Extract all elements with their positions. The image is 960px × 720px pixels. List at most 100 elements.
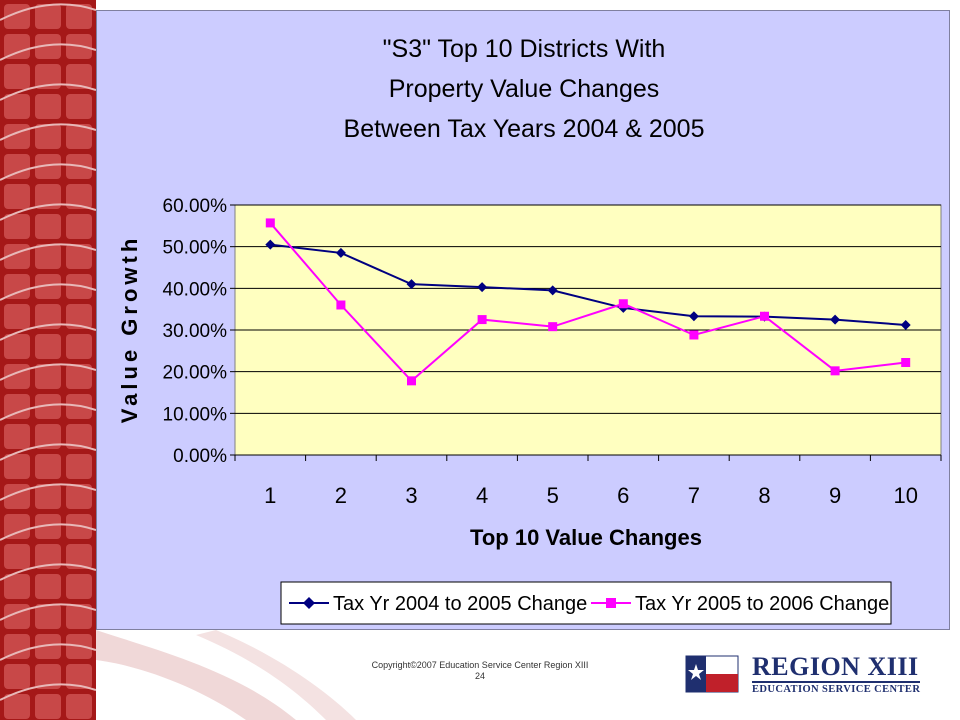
decor-tile xyxy=(35,604,61,629)
series-line-1 xyxy=(270,243,906,326)
decor-tile xyxy=(35,214,61,239)
decorative-swoosh xyxy=(96,630,356,720)
data-point-series-2 xyxy=(830,366,840,376)
page-number: 24 xyxy=(474,671,485,681)
decor-tile xyxy=(66,454,92,479)
decor-tile xyxy=(4,634,30,659)
decor-arc xyxy=(0,3,96,21)
decor-tile xyxy=(35,184,61,209)
decor-tile xyxy=(66,364,92,389)
decor-tile xyxy=(4,544,30,569)
decor-tile xyxy=(4,574,30,599)
decor-tile xyxy=(35,64,61,89)
decor-tile xyxy=(35,514,61,539)
decor-arc xyxy=(0,563,96,581)
y-tick-label: 30.00% xyxy=(163,321,228,342)
data-point-series-1 xyxy=(265,239,276,250)
data-point-series-2 xyxy=(265,218,275,228)
decor-tile xyxy=(35,664,61,689)
decor-tile xyxy=(66,94,92,119)
legend-label-series-2: Tax Yr 2005 to 2006 Change xyxy=(635,593,889,615)
legend-box xyxy=(280,581,892,625)
decor-tile xyxy=(35,244,61,269)
decor-tile xyxy=(66,184,92,209)
decor-tile xyxy=(66,334,92,359)
x-tick-label: 4 xyxy=(476,483,488,508)
legend-label-series-1: Tax Yr 2004 to 2005 Change xyxy=(333,593,587,615)
footer: Copyright©2007 Education Service Center … xyxy=(300,660,660,682)
decor-tile xyxy=(4,334,30,359)
decor-tile xyxy=(4,94,30,119)
x-tick-label: 2 xyxy=(335,483,347,508)
decor-tile xyxy=(4,304,30,329)
decor-tile xyxy=(4,274,30,299)
decor-tile xyxy=(35,634,61,659)
decor-tile xyxy=(35,454,61,479)
x-tick-label: 8 xyxy=(758,483,770,508)
data-point-series-1 xyxy=(688,311,699,322)
x-tick-label: 5 xyxy=(547,483,559,508)
decor-arc xyxy=(0,163,96,181)
decor-arc xyxy=(0,203,96,221)
data-point-series-1 xyxy=(547,285,558,296)
decor-arc xyxy=(0,83,96,101)
copyright-text: Copyright©2007 Education Service Center … xyxy=(371,660,589,670)
series-line-2 xyxy=(269,222,906,383)
data-point-series-2 xyxy=(407,376,416,386)
decor-tile xyxy=(66,4,92,29)
decor-tile xyxy=(66,604,92,629)
x-tick-label: 7 xyxy=(688,483,700,508)
decor-arc xyxy=(0,523,96,541)
decor-arc xyxy=(0,323,96,341)
legend: Tax Yr 2004 to 2005 Change Tax Yr 2005 t… xyxy=(280,581,892,625)
data-point-series-2 xyxy=(548,322,558,332)
decor-tile xyxy=(4,394,30,419)
chart-title-line-1: "S3" Top 10 Districts With xyxy=(383,35,666,63)
legend-marker-series-1 xyxy=(303,597,315,609)
decor-arc xyxy=(0,363,96,381)
decor-tile xyxy=(4,694,30,719)
x-tick-label: 3 xyxy=(405,483,417,508)
decor-tile xyxy=(4,664,30,689)
data-point-series-2 xyxy=(618,299,628,309)
side-band-pattern xyxy=(0,0,96,720)
decor-arc xyxy=(0,643,96,661)
decor-tile xyxy=(35,424,61,449)
decor-tile xyxy=(35,484,61,509)
decor-tile xyxy=(66,304,92,329)
y-tick-label: 10.00% xyxy=(163,404,228,425)
y-tick-label: 0.00% xyxy=(173,446,227,467)
decor-tile xyxy=(4,424,30,449)
decor-tile xyxy=(35,124,61,149)
decor-tile xyxy=(66,694,92,719)
y-tick-label: 20.00% xyxy=(163,363,228,384)
decor-tile xyxy=(66,574,92,599)
logo-subtitle: EDUCATION SERVICE CENTER xyxy=(752,681,921,695)
texas-flag-icon xyxy=(685,655,739,693)
decor-tile xyxy=(66,544,92,569)
decor-arc xyxy=(0,123,96,141)
decor-tile xyxy=(66,244,92,269)
decor-arc xyxy=(0,683,96,701)
data-point-series-2 xyxy=(689,330,699,340)
decor-tile xyxy=(4,64,30,89)
data-point-series-2 xyxy=(336,300,346,310)
decor-arc xyxy=(0,283,96,301)
decor-tile xyxy=(66,64,92,89)
decor-tile xyxy=(66,484,92,509)
decor-tile xyxy=(4,154,30,179)
y-tick-label: 60.00% xyxy=(163,196,228,217)
legend-marker-series-2 xyxy=(606,598,616,608)
chart-panel: "S3" Top 10 Districts With Property Valu… xyxy=(96,10,950,630)
decor-tile xyxy=(35,34,61,59)
data-point-series-1 xyxy=(830,314,841,325)
decor-tile xyxy=(66,424,92,449)
decor-tile xyxy=(4,514,30,539)
decor-tile xyxy=(35,334,61,359)
x-axis-title: Top 10 Value Changes xyxy=(470,525,702,550)
decor-tile xyxy=(4,184,30,209)
decor-arc xyxy=(0,603,96,621)
region-xiii-logo: REGION XIII EDUCATION SERVICE CENTER xyxy=(684,652,934,702)
decor-tile xyxy=(4,34,30,59)
decor-tile xyxy=(35,154,61,179)
